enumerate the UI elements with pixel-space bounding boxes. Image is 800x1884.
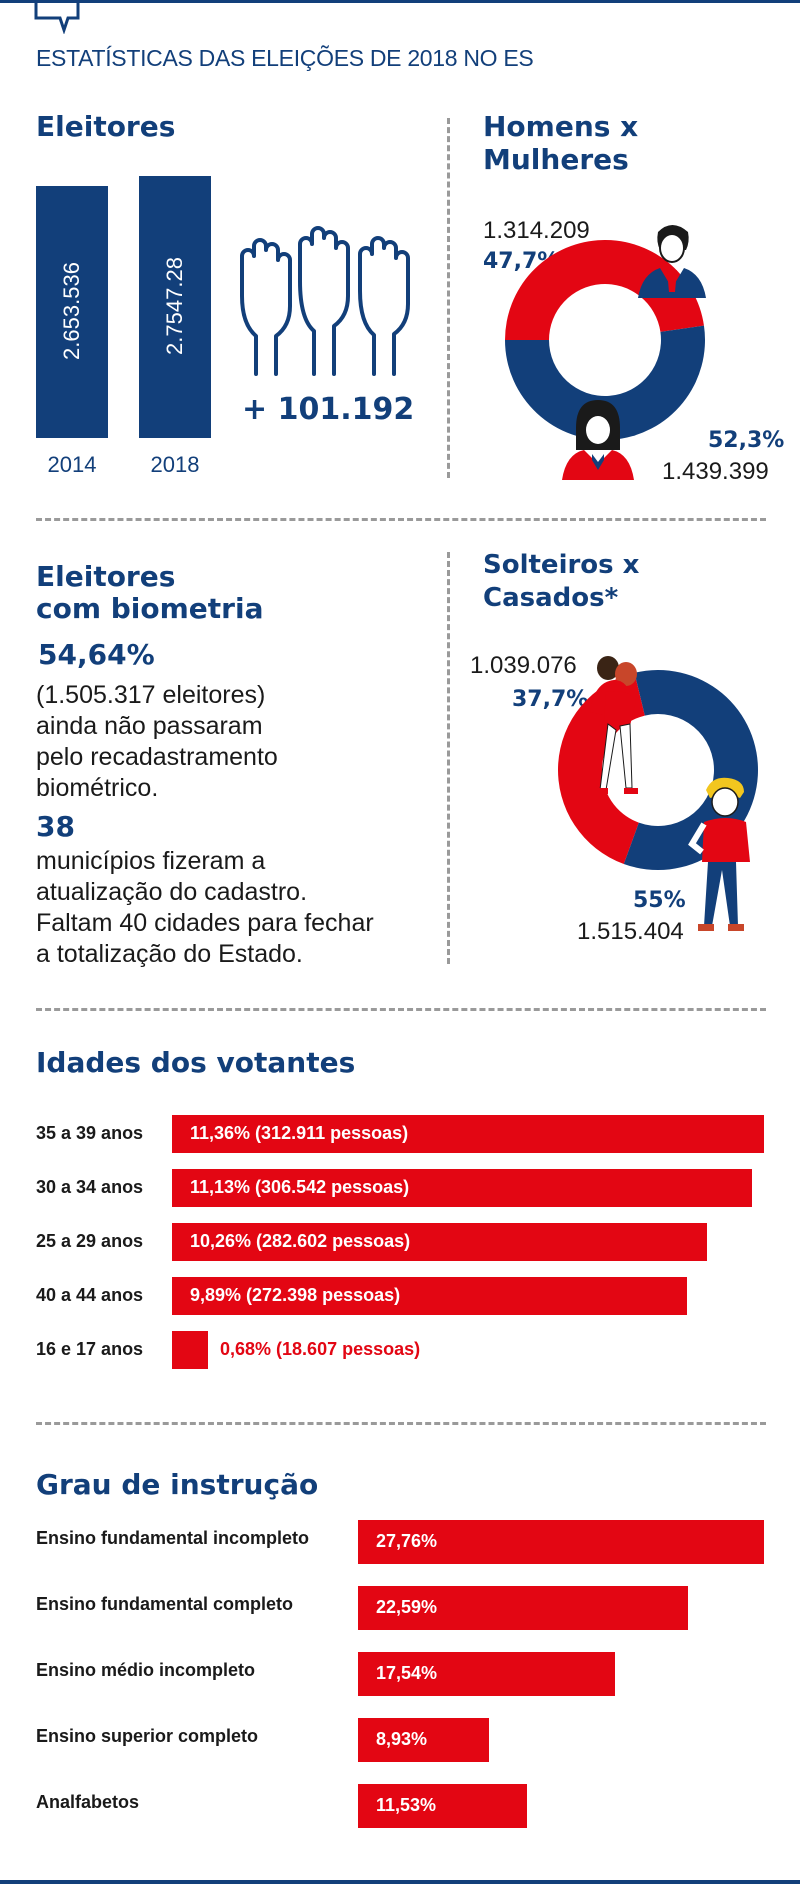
divider-horizontal-3 (36, 1422, 766, 1425)
instrucao-chart-category: Ensino fundamental completo (36, 1594, 294, 1614)
instrucao-chart-category: Ensino superior completo (36, 1726, 259, 1746)
instrucao-chart-value: 11,53% (376, 1795, 437, 1815)
idades-chart-value: 11,36% (312.911 pessoas) (190, 1123, 409, 1143)
genero-donut-slice-mulheres (505, 325, 705, 440)
divider-horizontal-2 (36, 1008, 766, 1011)
idades-chart-bar (172, 1169, 752, 1207)
instrucao-chart-category: Analfabetos (36, 1792, 140, 1812)
idades-chart-bar (172, 1223, 707, 1261)
idades-chart-category: 16 e 17 anos (36, 1339, 144, 1359)
biometria-heading-2: com biometria (36, 592, 264, 625)
homens-value: 1.314.209 (483, 217, 590, 244)
eleitores-chart: 2.653.536 2014 2.7547.28 2018 (0, 0, 440, 480)
biometria-line-4: biométrico. (36, 774, 159, 802)
idades-chart-bar (172, 1115, 764, 1153)
woman-icon (562, 400, 634, 480)
divider-vertical-1 (447, 118, 450, 478)
eleitores-bar-2014 (36, 186, 108, 438)
eleitores-bar-value: 2.7547.28 (162, 257, 187, 355)
municipios-line-2: atualização do cadastro. (36, 878, 308, 906)
municipios-text: municípios fizeram a atualização do cada… (36, 846, 374, 970)
instrucao-chart-category: Ensino médio incompleto (36, 1660, 256, 1680)
eleitores-bar-year: 2014 (47, 452, 97, 477)
casados-pct: 37,7% (512, 687, 589, 712)
mulheres-pct: 52,3% (708, 428, 785, 453)
genero-donut-slice-homens (505, 240, 704, 340)
municipios-line-1: municípios fizeram a (36, 847, 266, 875)
bottom-border (0, 1880, 800, 1884)
instrucao-chart-category: Ensino fundamental incompleto (36, 1528, 310, 1548)
municipios-num: 38 (36, 810, 75, 843)
civil-heading-1: Solteiros x (483, 550, 640, 580)
instrucao-heading: Grau de instrução (36, 1468, 319, 1501)
genero-heading-1: Homens x (483, 110, 639, 143)
idades-chart-category: 40 a 44 anos (36, 1285, 144, 1305)
idades-heading: Idades dos votantes (36, 1046, 356, 1079)
biometria-line-1: (1.505.317 eleitores) (36, 681, 266, 709)
instrucao-chart-value: 22,59% (376, 1597, 438, 1617)
instrucao-chart-bar (358, 1718, 489, 1762)
instrucao-chart-bar (358, 1520, 764, 1564)
idades-chart-category: 25 a 29 anos (36, 1231, 144, 1251)
eleitores-bar-2018 (139, 176, 211, 438)
municipios-line-3: Faltam 40 cidades para fechar (36, 909, 374, 937)
eleitores-diff: + 101.192 (242, 392, 415, 427)
biometria-line-2: ainda não passaram (36, 712, 263, 740)
idades-chart-value: 0,68% (18.607 pessoas) (220, 1339, 421, 1359)
page-title: ESTATÍSTICAS DAS ELEIÇÕES DE 2018 NO ES (36, 45, 534, 71)
instrucao-chart-bar (358, 1652, 615, 1696)
instrucao-chart-value: 8,93% (376, 1729, 428, 1749)
idades-chart-value: 9,89% (272.398 pessoas) (190, 1285, 401, 1305)
instrucao-chart-value: 27,76% (376, 1531, 438, 1551)
raised-hands-icon (240, 226, 410, 376)
genero-heading-2: Mulheres (483, 143, 629, 176)
idades-chart-category: 30 a 34 anos (36, 1177, 144, 1197)
top-border (0, 0, 800, 3)
mulheres-value: 1.439.399 (662, 458, 769, 485)
solteiros-value: 1.515.404 (577, 918, 684, 945)
solteiros-pct: 55% (633, 888, 686, 913)
idades-chart-value: 10,26% (282.602 pessoas) (190, 1231, 411, 1251)
idades-chart-bar (172, 1331, 208, 1369)
idades-chart-category: 35 a 39 anos (36, 1123, 144, 1143)
eleitores-heading: Eleitores (36, 110, 176, 143)
instrucao-chart-bar (358, 1586, 689, 1630)
biometria-heading-1: Eleitores (36, 560, 176, 593)
speech-bubble-icon (34, 0, 80, 34)
idades-chart-bar (172, 1277, 688, 1315)
divider-vertical-2 (447, 552, 450, 964)
single-man-icon (688, 777, 750, 931)
idades-chart-value: 11,13% (306.542 pessoas) (190, 1177, 410, 1197)
instrucao-chart-value: 17,54% (376, 1663, 438, 1683)
instrucao-chart-bar (358, 1784, 527, 1828)
genero-donut (505, 240, 705, 440)
casados-value: 1.039.076 (470, 652, 577, 679)
couple-icon (590, 656, 638, 794)
eleitores-bar-year: 2018 (150, 452, 200, 477)
divider-horizontal-1 (36, 518, 766, 521)
eleitores-bar-value: 2.653.536 (59, 262, 84, 360)
biometria-line-3: pelo recadastramento (36, 743, 278, 771)
man-icon (638, 225, 706, 298)
biometria-pct: 54,64% (38, 638, 155, 671)
civil-heading-2: Casados* (483, 583, 619, 613)
municipios-line-4: a totalização do Estado. (36, 940, 303, 968)
biometria-text: (1.505.317 eleitores) ainda não passaram… (36, 680, 278, 804)
